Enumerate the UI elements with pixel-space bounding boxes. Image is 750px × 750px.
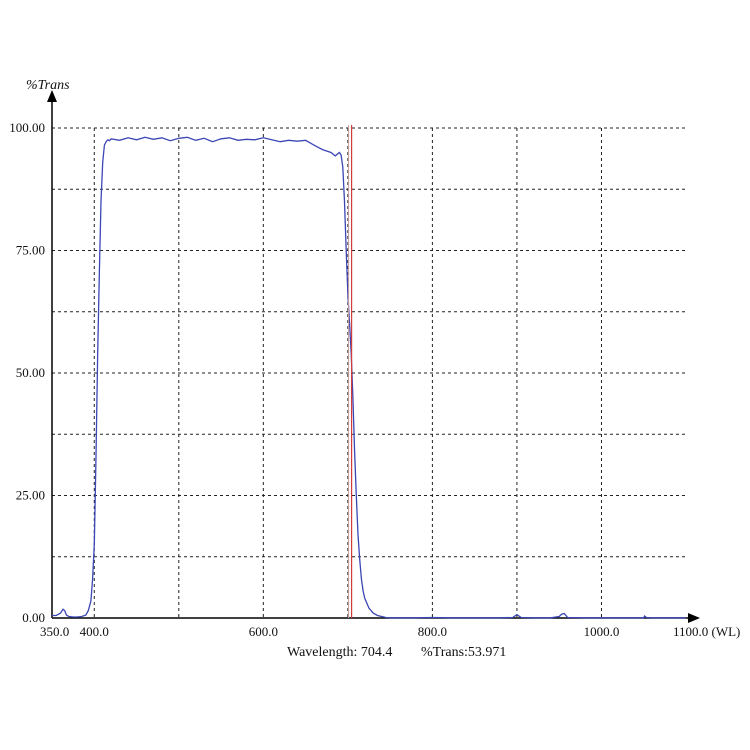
x-tick-label: 400.0 (80, 624, 109, 639)
series-line-transmission (52, 136, 686, 619)
x-tick-label: 800.0 (418, 624, 447, 639)
x-tick-label: 350.0 (40, 624, 69, 639)
x-tick-label: 1100.0 (WL) (673, 624, 740, 639)
x-axis-arrow (688, 613, 700, 623)
y-tick-label: 25.00 (16, 488, 45, 503)
y-tick-labels: 0.00 25.00 50.00 75.00 100.00 (9, 120, 45, 625)
axes (47, 90, 700, 623)
grid-lines (52, 127, 686, 618)
y-axis-arrow (47, 90, 57, 102)
x-tick-label: 600.0 (249, 624, 278, 639)
y-tick-label: 50.00 (16, 365, 45, 380)
readout-trans: %Trans:53.971 (421, 645, 506, 660)
y-axis-title: %Trans (26, 78, 70, 93)
x-tick-labels: 350.0 400.0 600.0 800.0 1000.0 1100.0 (WL) (40, 624, 740, 639)
y-tick-label: 75.00 (16, 243, 45, 258)
y-tick-label: 100.00 (9, 120, 45, 135)
y-tick-label: 0.00 (22, 610, 45, 625)
x-tick-label: 1000.0 (584, 624, 620, 639)
readout-wavelength: Wavelength: 704.4 (287, 645, 392, 660)
